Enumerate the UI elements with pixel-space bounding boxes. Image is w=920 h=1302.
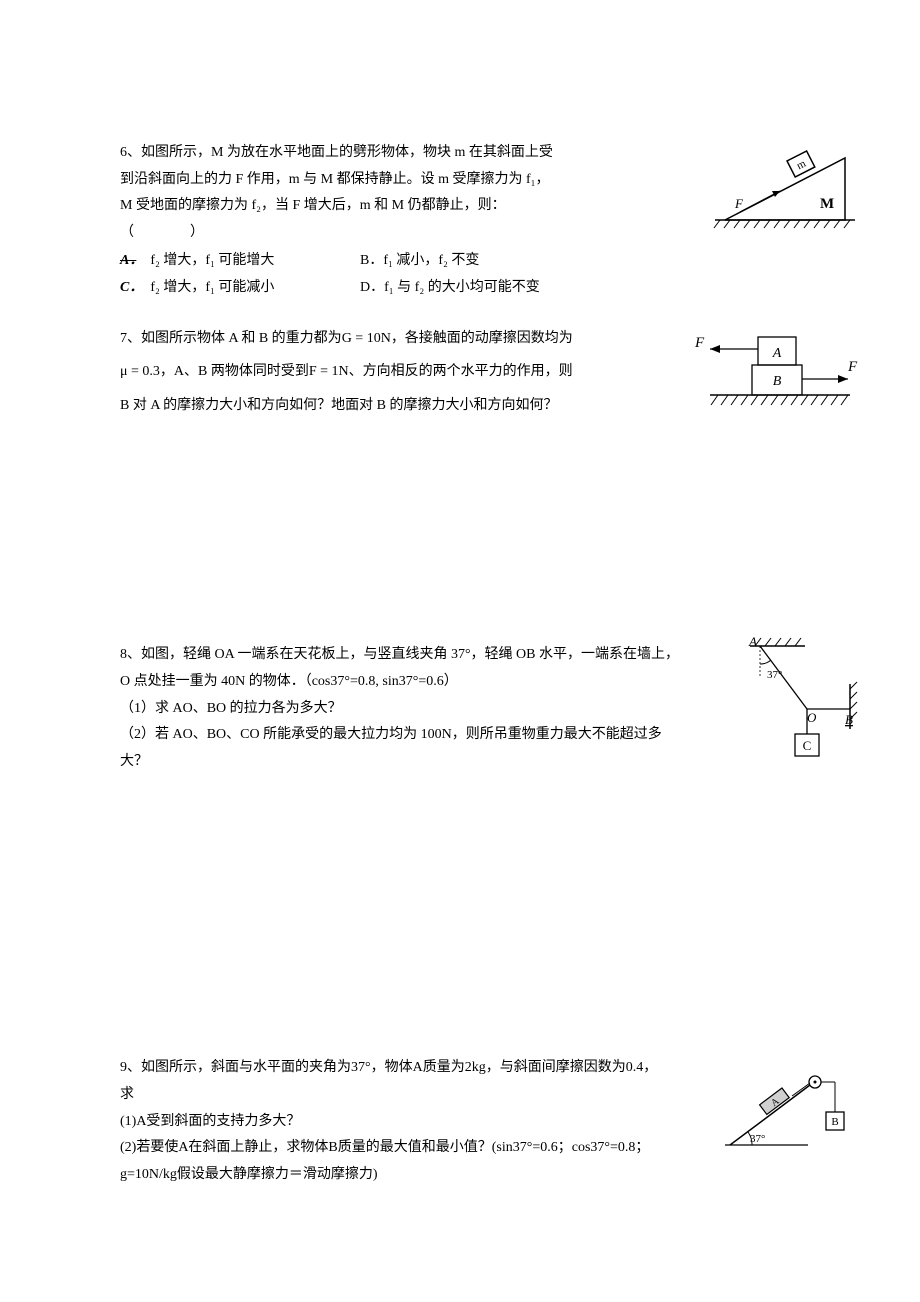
p7-eq1: G = 10N — [342, 331, 391, 346]
p7-eq2: μ = 0.3 — [120, 364, 160, 379]
p7-line2b: 、方向相反的两个水平力的作用，则 — [349, 364, 573, 379]
p6-optC: f₂ 增大，f₁ 可能减小 — [150, 280, 274, 295]
p6-optD: f₁ 与 f₂ 的大小均可能不变 — [384, 280, 540, 295]
fig6-F-label: F — [734, 196, 744, 211]
p6-optC-label: C． — [120, 280, 136, 295]
fig9-angle: 37° — [750, 1133, 765, 1145]
p7-line2a: ，A、B 两物体同时受到 — [160, 364, 309, 379]
p8-line1: 8、如图，轻绳 OA 一端系在天花板上，与竖直线夹角 37°，轻绳 OB 水平，… — [120, 647, 679, 689]
p7-line1b: ，各接触面的动摩擦因数均为 — [391, 331, 573, 346]
p9-text: 9、如图所示，斜面与水平面的夹角为37°，物体A质量为2kg，与斜面间摩擦因数为… — [120, 1055, 660, 1188]
p7-text: 7、如图所示物体 A 和 B 的重力都为G = 10N，各接触面的动摩擦因数均为… — [120, 322, 640, 423]
p9-sub1: (1)A受到斜面的支持力多大？ — [120, 1114, 300, 1129]
problem-6: m F M 6、如图所示，M 为放在水平地面上的劈形物体，物块 m 在其斜面上受… — [120, 140, 800, 302]
problem-8: 37° C A O B 8、如图，轻绳 OA 一端系在天花板上，与竖直线夹角 3… — [120, 642, 800, 775]
spacer-2 — [120, 795, 800, 1055]
figure-7: A B F F — [690, 317, 860, 417]
fig8-B: B — [845, 712, 853, 727]
figure-9: 37° A B — [720, 1070, 860, 1160]
p7-eq3: F = 1N — [309, 364, 349, 379]
p7-line3: B 对 A 的摩擦力大小和方向如何？地面对 B 的摩擦力大小和方向如何？ — [120, 398, 558, 413]
p8-text: 8、如图，轻绳 OA 一端系在天花板上，与竖直线夹角 37°，轻绳 OB 水平，… — [120, 642, 680, 775]
p8-sub2: （2）若 AO、BO、CO 所能承受的最大拉力均为 100N，则所吊重物重力最大… — [120, 727, 662, 769]
p7-line1a: 7、如图所示物体 A 和 B 的重力都为 — [120, 331, 342, 346]
fig8-A: A — [748, 634, 757, 649]
page-content: m F M 6、如图所示，M 为放在水平地面上的劈形物体，物块 m 在其斜面上受… — [0, 0, 920, 1248]
fig6-M-label: M — [820, 196, 834, 212]
fig7-F-left: F — [694, 335, 705, 351]
p6-optA-label: A． — [120, 253, 136, 268]
figure-6: m F M — [710, 140, 860, 235]
fig7-A: A — [772, 346, 782, 361]
fig7-B: B — [773, 374, 782, 389]
p6-stem: 6、如图所示，M 为放在水平地面上的劈形物体，物块 m 在其斜面上受到沿斜面向上… — [120, 140, 560, 246]
fig8-O: O — [807, 710, 817, 725]
fig8-C: C — [803, 738, 812, 753]
problem-9: 37° A B 9、如图所示，斜面与水平面的夹角为37°，物体A质量为2kg，与… — [120, 1055, 800, 1188]
p9-sub2: (2)若要使A在斜面上静止，求物体B质量的最大值和最小值？(sin37°=0.6… — [120, 1140, 649, 1182]
figure-8: 37° C A O B — [745, 634, 860, 769]
p9-line1: 9、如图所示，斜面与水平面的夹角为37°，物体A质量为2kg，与斜面间摩擦因数为… — [120, 1060, 657, 1102]
spacer-1 — [120, 442, 800, 642]
fig8-angle: 37° — [767, 669, 782, 681]
p6-options: A． f₂ 增大，f₁ 可能增大 B．f₁ 减小，f₂ 不变 C． f₂ 增大，… — [120, 248, 800, 301]
p6-optD-label: D． — [360, 280, 384, 295]
fig7-F-right: F — [847, 359, 858, 375]
problem-7: A B F F 7、如图所示物体 A 和 B 的重力都为G = 10N，各接触面… — [120, 322, 800, 423]
p6-optA: f₂ 增大，f₁ 可能增大 — [150, 253, 274, 268]
p6-optB-label: B． — [360, 253, 383, 268]
fig9-B: B — [831, 1116, 838, 1128]
fig6-m-label: m — [795, 157, 808, 172]
p8-sub1: （1）求 AO、BO 的拉力各为多大？ — [120, 701, 342, 716]
p6-optB: f₁ 减小，f₂ 不变 — [383, 253, 479, 268]
